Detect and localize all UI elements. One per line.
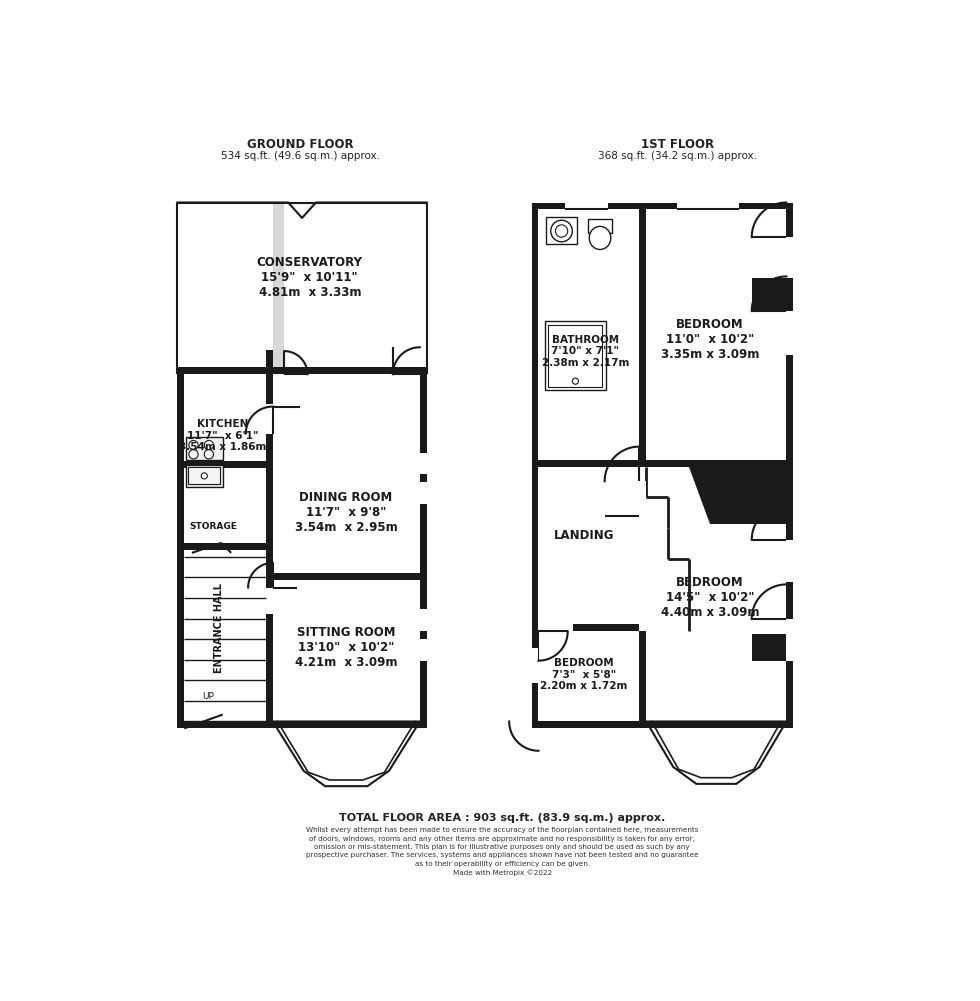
Bar bbox=[419, 504, 426, 510]
Circle shape bbox=[201, 472, 208, 478]
Text: CONSERVATORY
15'9"  x 10'11"
4.81m  x 3.33m: CONSERVATORY 15'9" x 10'11" 4.81m x 3.33… bbox=[257, 256, 363, 299]
Text: DINING ROOM
11'7"  x 9'8"
3.54m  x 2.95m: DINING ROOM 11'7" x 9'8" 3.54m x 2.95m bbox=[295, 491, 397, 535]
Ellipse shape bbox=[589, 226, 611, 249]
Bar bbox=[184, 461, 266, 468]
Text: TOTAL FLOOR AREA : 903 sq.ft. (83.9 sq.m.) approx.: TOTAL FLOOR AREA : 903 sq.ft. (83.9 sq.m… bbox=[339, 813, 665, 823]
Bar bbox=[419, 452, 426, 480]
Bar bbox=[677, 202, 739, 209]
Bar bbox=[538, 625, 573, 632]
Bar bbox=[531, 722, 794, 729]
Bar bbox=[184, 374, 266, 381]
Bar bbox=[752, 278, 786, 311]
Bar bbox=[531, 649, 538, 683]
Bar bbox=[266, 350, 272, 381]
Bar bbox=[419, 474, 426, 480]
Bar bbox=[646, 459, 786, 466]
Bar bbox=[786, 619, 794, 662]
Text: as to their operability or efficiency can be given.: as to their operability or efficiency ca… bbox=[415, 861, 590, 867]
Text: BEDROOM
7'3"  x 5'8"
2.20m x 1.72m: BEDROOM 7'3" x 5'8" 2.20m x 1.72m bbox=[540, 658, 627, 691]
Text: LANDING: LANDING bbox=[554, 530, 614, 543]
Circle shape bbox=[556, 225, 567, 237]
Circle shape bbox=[189, 449, 198, 458]
Bar bbox=[531, 202, 538, 729]
Bar bbox=[588, 218, 612, 232]
Bar bbox=[786, 540, 794, 583]
Polygon shape bbox=[272, 722, 419, 786]
Bar bbox=[419, 633, 426, 639]
Bar bbox=[184, 722, 266, 729]
Bar bbox=[419, 603, 426, 609]
Circle shape bbox=[204, 440, 214, 449]
Text: of doors, windows, rooms and any other items are approximate and no responsibili: of doors, windows, rooms and any other i… bbox=[310, 836, 695, 842]
Bar bbox=[639, 632, 646, 729]
Bar bbox=[186, 465, 222, 486]
Bar bbox=[272, 573, 419, 580]
Bar bbox=[272, 374, 419, 381]
Text: omission or mis-statement. This plan is for illustrative purposes only and shoul: omission or mis-statement. This plan is … bbox=[315, 844, 690, 850]
Bar bbox=[752, 635, 786, 662]
Text: SITTING ROOM
13'10"  x 10'2"
4.21m  x 3.09m: SITTING ROOM 13'10" x 10'2" 4.21m x 3.09… bbox=[295, 626, 397, 669]
Text: Made with Metropix ©2022: Made with Metropix ©2022 bbox=[453, 869, 552, 876]
Bar bbox=[419, 639, 426, 667]
Polygon shape bbox=[646, 722, 786, 784]
Text: KITCHEN
11'7"  x 6'1"
3.54m x 1.86m: KITCHEN 11'7" x 6'1" 3.54m x 1.86m bbox=[179, 419, 267, 452]
Bar bbox=[639, 481, 646, 520]
Bar bbox=[419, 661, 426, 667]
Bar bbox=[565, 202, 608, 209]
Bar bbox=[188, 467, 220, 484]
Bar bbox=[538, 459, 639, 466]
Bar bbox=[419, 475, 426, 482]
Bar bbox=[186, 437, 222, 460]
Bar bbox=[549, 325, 603, 386]
Bar bbox=[184, 543, 266, 550]
Bar bbox=[786, 202, 794, 729]
Bar bbox=[177, 367, 427, 374]
Bar bbox=[531, 202, 794, 729]
Bar bbox=[266, 404, 272, 433]
Text: prospective purchaser. The services, systems and appliances shown have not been : prospective purchaser. The services, sys… bbox=[306, 853, 699, 859]
Bar bbox=[419, 632, 426, 638]
Text: Whilst every attempt has been made to ensure the accuracy of the floorplan conta: Whilst every attempt has been made to en… bbox=[306, 827, 699, 833]
Circle shape bbox=[204, 449, 214, 458]
Text: 534 sq.ft. (49.6 sq.m.) approx.: 534 sq.ft. (49.6 sq.m.) approx. bbox=[221, 150, 380, 160]
Text: UP: UP bbox=[202, 692, 214, 701]
Bar bbox=[531, 202, 794, 209]
Circle shape bbox=[189, 440, 198, 449]
Bar bbox=[545, 321, 607, 390]
Bar bbox=[177, 722, 427, 729]
Bar bbox=[177, 374, 184, 729]
Text: BEDROOM
11'0"  x 10'2"
3.35m x 3.09m: BEDROOM 11'0" x 10'2" 3.35m x 3.09m bbox=[661, 318, 760, 361]
Bar bbox=[419, 374, 426, 729]
Text: STORAGE: STORAGE bbox=[189, 523, 237, 532]
Text: GROUND FLOOR: GROUND FLOOR bbox=[247, 138, 354, 151]
Bar bbox=[538, 625, 639, 632]
Text: 1ST FLOOR: 1ST FLOOR bbox=[641, 138, 714, 151]
Bar bbox=[266, 588, 272, 615]
Bar bbox=[177, 202, 427, 729]
Circle shape bbox=[572, 378, 578, 384]
Bar bbox=[266, 374, 272, 729]
Bar bbox=[639, 209, 646, 466]
Text: ENTRANCE HALL: ENTRANCE HALL bbox=[214, 584, 223, 674]
Text: BEDROOM
14'5"  x 10'2"
4.40m x 3.09m: BEDROOM 14'5" x 10'2" 4.40m x 3.09m bbox=[661, 576, 760, 619]
Bar bbox=[272, 202, 284, 381]
Bar bbox=[419, 446, 426, 452]
Bar bbox=[786, 311, 794, 355]
Bar bbox=[786, 237, 794, 278]
Bar bbox=[184, 722, 222, 729]
Bar bbox=[419, 609, 426, 638]
Text: 368 sq.ft. (34.2 sq.m.) approx.: 368 sq.ft. (34.2 sq.m.) approx. bbox=[599, 150, 758, 160]
Circle shape bbox=[551, 220, 572, 242]
Polygon shape bbox=[689, 466, 786, 525]
Bar bbox=[419, 482, 426, 510]
Bar bbox=[546, 217, 577, 244]
Text: BATHROOM
7'10" x 7'1"
2.38m x 2.17m: BATHROOM 7'10" x 7'1" 2.38m x 2.17m bbox=[542, 334, 629, 367]
